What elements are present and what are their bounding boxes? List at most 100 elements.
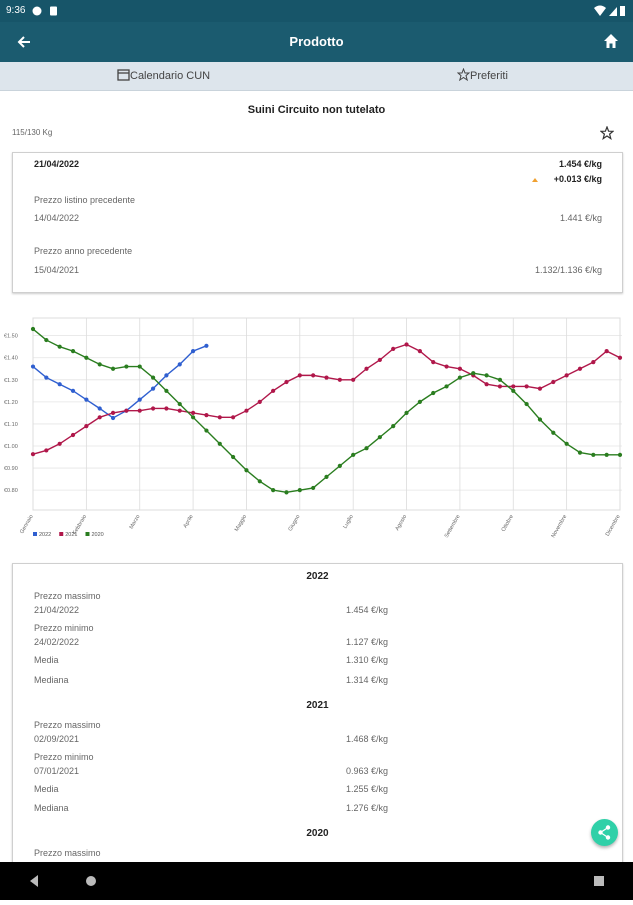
- data-point: [484, 373, 489, 378]
- stat-value: 1.276 €/kg: [345, 803, 388, 813]
- stat-date: 07/01/2021: [34, 765, 80, 776]
- x-tick-label: Ottobre: [501, 514, 515, 533]
- y-tick-label: €1.40: [4, 356, 18, 362]
- data-point: [377, 435, 382, 440]
- data-point: [297, 488, 302, 493]
- stat-label: Media: [34, 655, 59, 665]
- stat-label: Mediana: [34, 674, 69, 685]
- data-point: [511, 384, 516, 389]
- data-point: [150, 375, 156, 380]
- price: 1.454 €/kg: [558, 159, 602, 169]
- back-nav[interactable]: [30, 875, 38, 887]
- home-nav[interactable]: [86, 876, 96, 886]
- data-point: [137, 397, 142, 402]
- data-point: [551, 430, 556, 435]
- data-point: [164, 406, 169, 411]
- data-point: [404, 410, 409, 415]
- data-point: [231, 415, 236, 420]
- data-point: [137, 408, 142, 413]
- data-point: [524, 384, 529, 389]
- y-tick-label: €1.50: [4, 334, 18, 340]
- navigation-bar: [0, 862, 633, 900]
- data-point: [217, 415, 222, 420]
- data-point: [190, 415, 196, 420]
- data-point: [204, 413, 209, 418]
- data-point: [231, 454, 236, 460]
- label: Prezzo listino precedente: [34, 195, 136, 205]
- back-button[interactable]: [16, 34, 32, 50]
- data-point: [150, 406, 156, 411]
- data-point: [177, 401, 182, 407]
- data-point: [364, 366, 369, 371]
- tab-bar: Calendario CUN Preferiti: [0, 62, 633, 91]
- data-point: [44, 375, 49, 380]
- y-tick-label: €1.10: [4, 422, 18, 428]
- calendar-icon: [117, 69, 130, 81]
- data-point: [297, 373, 302, 378]
- stat-label: Prezzo massimo: [34, 719, 101, 730]
- price: 1.132/1.136 €/kg: [534, 265, 602, 275]
- data-point: [311, 373, 316, 378]
- legend-label: 2021: [65, 532, 77, 538]
- stat-date: 24/02/2022: [34, 637, 80, 647]
- data-point: [70, 432, 76, 438]
- recents-nav[interactable]: [594, 876, 604, 886]
- x-tick-label: Giugno: [287, 514, 301, 532]
- nav-buttons: [30, 875, 604, 887]
- data-point: [110, 415, 116, 421]
- data-point: [271, 388, 276, 393]
- price-change: +0.013 €/kg: [553, 174, 602, 184]
- x-tick-label: Dicembre: [605, 514, 622, 537]
- data-point: [431, 390, 436, 396]
- stat-label: Prezzo minimo: [34, 751, 94, 762]
- y-tick-label: €0.90: [4, 466, 18, 472]
- x-tick-label: Marzo: [129, 514, 142, 530]
- data-point: [244, 408, 249, 413]
- label: Prezzo anno precedente: [34, 246, 133, 256]
- home-button[interactable]: [603, 33, 619, 49]
- favorite-button[interactable]: [600, 126, 614, 140]
- data-point: [271, 488, 276, 493]
- tab[interactable]: Calendario CUN: [117, 68, 210, 82]
- data-point: [617, 355, 623, 360]
- data-point: [604, 452, 609, 457]
- data-point: [364, 446, 369, 451]
- data-point: [97, 362, 102, 367]
- product-title: Suini Circuito non tutelato: [247, 104, 386, 116]
- data-point: [311, 485, 316, 491]
- x-tick-label: Agosto: [395, 514, 409, 532]
- data-point: [190, 349, 196, 354]
- data-point: [30, 452, 36, 457]
- data-point: [337, 463, 342, 468]
- legend-swatch: [85, 532, 90, 536]
- stats-card: 2022 Prezzo massimo 21/04/2022 1.454 €/kg Pr…: [12, 563, 623, 862]
- data-point: [30, 364, 36, 369]
- data-point: [497, 377, 503, 382]
- legend-label: 2020: [92, 532, 104, 538]
- data-point: [391, 424, 396, 429]
- stat-value: 1.468 €/kg: [345, 733, 388, 744]
- data-point: [351, 452, 356, 457]
- x-tick-label: Gennaio: [19, 514, 35, 535]
- legend-label: 2022: [39, 532, 51, 538]
- stat-date: 02/09/2021: [34, 733, 80, 744]
- data-point: [537, 417, 543, 422]
- data-point: [524, 401, 529, 407]
- share-button[interactable]: [591, 819, 618, 846]
- y-tick-label: €1.00: [4, 444, 18, 450]
- year-heading: 2021: [306, 699, 329, 711]
- app-title: Prodotto: [289, 34, 344, 49]
- data-point: [177, 362, 182, 367]
- data-point: [497, 384, 503, 389]
- up-arrow: [532, 178, 538, 182]
- tab-label: Calendario CUN: [130, 70, 211, 82]
- share-icon: [598, 825, 611, 840]
- data-point: [577, 366, 583, 371]
- data-point: [97, 406, 102, 411]
- legend-swatch: [33, 532, 37, 536]
- tab[interactable]: Preferiti: [456, 67, 508, 82]
- stat-label: Prezzo massimo: [34, 848, 101, 858]
- y-tick-label: €1.20: [4, 400, 18, 406]
- data-point: [257, 479, 262, 484]
